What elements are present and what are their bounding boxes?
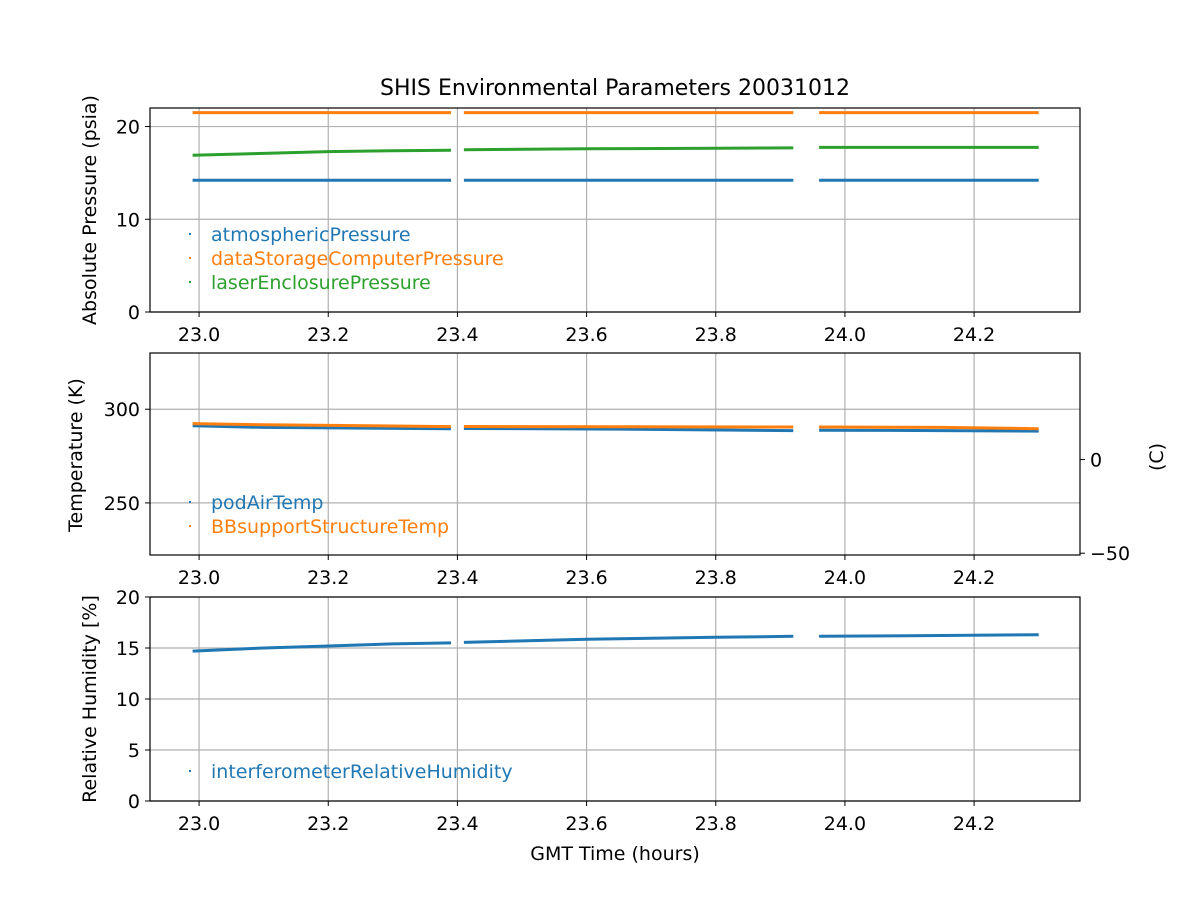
temperature-x-tick-label: 23.8 bbox=[695, 567, 737, 589]
temperature-x-tick-label: 23.0 bbox=[178, 567, 220, 589]
humidity-y-tick-label: 0 bbox=[128, 791, 140, 813]
humidity-x-tick-label: 23.6 bbox=[565, 813, 607, 835]
temperature-panel: 23.0 23.2 23.4 23.6 23.8 24.0 24.2 250 300 −50 0 T… bbox=[65, 352, 1168, 589]
legend-marker-podAirTemp bbox=[189, 501, 191, 503]
temperature-legend: podAirTemp BBsupportStructureTemp bbox=[189, 492, 449, 538]
humidity-y-tick-label: 5 bbox=[128, 740, 140, 762]
legend-label-interferometerRelativeHumidity: interferometerRelativeHumidity bbox=[211, 761, 513, 783]
series-BBsupportStructureTemp-segment bbox=[819, 425, 1039, 431]
pressure-x-tick-label: 23.8 bbox=[695, 324, 737, 346]
pressure-axes-frame bbox=[149, 107, 1081, 313]
series-interferometerRelativeHumidity-segment bbox=[192, 641, 452, 653]
humidity-panel: 23.0 23.2 23.4 23.6 23.8 24.0 24.2 0 5 10 15 20 Rel… bbox=[79, 587, 1081, 835]
legend-label-atmosphericPressure: atmosphericPressure bbox=[211, 224, 411, 246]
temperature-y2-tick-label: 0 bbox=[1090, 450, 1102, 472]
temperature-y-tick-label: 300 bbox=[104, 399, 140, 421]
series-laserEnclosurePressure-segment bbox=[463, 146, 794, 152]
pressure-x-tick-label: 23.6 bbox=[565, 324, 607, 346]
humidity-legend: interferometerRelativeHumidity bbox=[189, 761, 513, 783]
pressure-ylabel: Absolute Pressure (psia) bbox=[79, 95, 101, 325]
legend-marker-dataStorageComputerPressure bbox=[189, 257, 191, 259]
legend-label-podAirTemp: podAirTemp bbox=[211, 492, 323, 514]
temperature-x-tick-label: 23.4 bbox=[436, 567, 478, 589]
x-axis-label: GMT Time (hours) bbox=[530, 843, 700, 865]
series-interferometerRelativeHumidity-segment bbox=[463, 634, 794, 644]
series-interferometerRelativeHumidity-segment bbox=[819, 633, 1039, 638]
temperature-y-tick-label: 250 bbox=[104, 493, 140, 515]
pressure-x-tick-label: 23.2 bbox=[307, 324, 349, 346]
series-podAirTemp-segment bbox=[463, 427, 794, 433]
humidity-x-tick-label: 23.4 bbox=[436, 813, 478, 835]
legend-label-dataStorageComputerPressure: dataStorageComputerPressure bbox=[211, 248, 504, 270]
pressure-y-tick-label: 0 bbox=[128, 302, 140, 324]
temperature-y2-tick-label: −50 bbox=[1090, 543, 1130, 565]
series-BBsupportStructureTemp-segment bbox=[192, 422, 452, 429]
humidity-y-tick-label: 15 bbox=[116, 638, 140, 660]
legend-label-BBsupportStructureTemp: BBsupportStructureTemp bbox=[211, 516, 449, 538]
pressure-panel: 23.0 23.2 23.4 23.6 23.8 24.0 24.2 0 10 20 Absolu… bbox=[79, 95, 1081, 346]
legend-marker-interferometerRelativeHumidity bbox=[189, 770, 191, 772]
series-BBsupportStructureTemp-segment bbox=[463, 425, 794, 429]
temperature-axes-frame bbox=[149, 352, 1081, 556]
humidity-x-tick-label: 23.0 bbox=[178, 813, 220, 835]
humidity-x-tick-label: 24.0 bbox=[824, 813, 866, 835]
temperature-y2label: (C) bbox=[1146, 443, 1168, 471]
temperature-ylabel: Temperature (K) bbox=[65, 378, 87, 533]
temperature-x-tick-label: 24.2 bbox=[953, 567, 995, 589]
pressure-x-tick-label: 23.0 bbox=[178, 324, 220, 346]
chart-title: SHIS Environmental Parameters 20031012 bbox=[380, 76, 850, 101]
pressure-x-tick-label: 23.4 bbox=[436, 324, 478, 346]
pressure-legend: atmosphericPressure dataStorageComputerP… bbox=[189, 224, 504, 294]
pressure-x-tick-label: 24.2 bbox=[953, 324, 995, 346]
temperature-x-tick-label: 23.2 bbox=[307, 567, 349, 589]
humidity-y-tick-label: 20 bbox=[116, 587, 140, 609]
humidity-x-tick-label: 24.2 bbox=[953, 813, 995, 835]
series-laserEnclosurePressure-segment bbox=[192, 148, 452, 157]
pressure-y-tick-label: 20 bbox=[116, 117, 140, 139]
temperature-x-tick-label: 23.6 bbox=[565, 567, 607, 589]
series-podAirTemp-segment bbox=[192, 424, 452, 431]
pressure-y-tick-label: 10 bbox=[116, 209, 140, 231]
series-podAirTemp-segment bbox=[819, 428, 1039, 433]
legend-marker-BBsupportStructureTemp bbox=[189, 525, 191, 527]
legend-marker-laserEnclosurePressure bbox=[189, 281, 191, 283]
humidity-y-tick-label: 10 bbox=[116, 689, 140, 711]
humidity-x-tick-label: 23.2 bbox=[307, 813, 349, 835]
humidity-ylabel: Relative Humidity [%] bbox=[79, 595, 101, 803]
pressure-x-tick-label: 24.0 bbox=[824, 324, 866, 346]
legend-marker-atmosphericPressure bbox=[189, 233, 191, 235]
humidity-x-tick-label: 23.8 bbox=[695, 813, 737, 835]
temperature-x-tick-label: 24.0 bbox=[824, 567, 866, 589]
legend-label-laserEnclosurePressure: laserEnclosurePressure bbox=[211, 272, 431, 294]
